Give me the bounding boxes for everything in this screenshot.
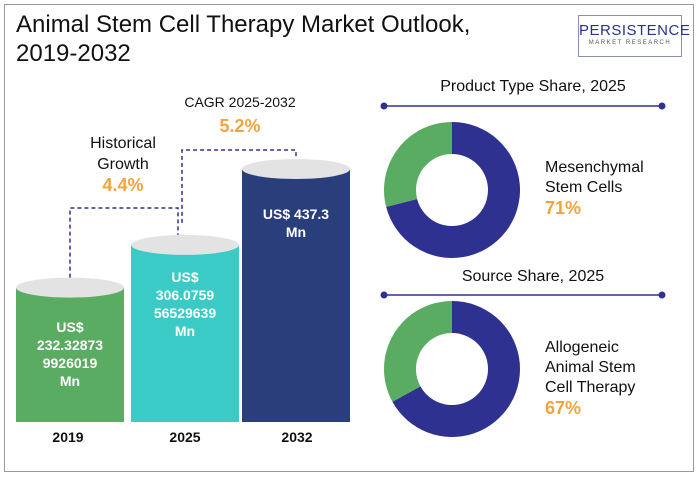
- bar-body: [16, 287, 124, 422]
- bar-value-label-2025: US$ 306.0759 56529639 Mn: [131, 268, 239, 340]
- infographic-frame: [4, 4, 694, 472]
- title-line-1: Animal Stem Cell Therapy Market Outlook,: [16, 11, 471, 38]
- x-tick-2019: 2019: [52, 429, 84, 445]
- donut-slice-secondary: [384, 122, 452, 207]
- source-share-value: 67%: [545, 398, 582, 418]
- bar-2032: [242, 159, 350, 422]
- bar-label-line: 56529639: [153, 305, 217, 321]
- page-title: Animal Stem Cell Therapy Market Outlook,…: [16, 10, 556, 68]
- segment-label-line: Cell Therapy: [545, 379, 636, 396]
- x-tick-2025: 2025: [169, 429, 201, 445]
- donut-product-type: [380, 102, 666, 259]
- cagr-label: CAGR 2025-2032: [184, 94, 296, 110]
- cagr-connector: [181, 149, 297, 223]
- donut-source: [380, 291, 666, 438]
- persistence-logo: PERSISTENCE MARKET RESEARCH: [578, 15, 691, 57]
- donut-slice-primary: [386, 122, 520, 259]
- donut-charts: [380, 102, 666, 438]
- bar-label-line: US$ 437.3: [262, 206, 330, 222]
- logo-main-text: PERSISTENCE: [579, 22, 691, 39]
- bar-body: [131, 244, 239, 422]
- historical-label-line-1: Historical: [90, 135, 156, 152]
- bar-top-cap: [242, 159, 350, 179]
- bar-body: [242, 169, 350, 422]
- product-type-segment-label: Mesenchymal Stem Cells 71%: [545, 158, 644, 218]
- segment-label-line: Animal Stem: [545, 359, 636, 376]
- bar-top-cap: [16, 277, 124, 298]
- divider-dot: [658, 102, 666, 110]
- divider-dot: [658, 291, 666, 299]
- bar-2019: [16, 277, 124, 422]
- source-share-title: Source Share, 2025: [461, 268, 605, 285]
- bar-value-label-2019: US$ 232.32873 9926019 Mn: [16, 318, 124, 390]
- bar-label-line: US$: [56, 319, 84, 335]
- source-segment-label: Allogeneic Animal Stem Cell Therapy 67%: [545, 338, 636, 418]
- donut-slice-primary: [392, 301, 520, 438]
- segment-label-line: Allogeneic: [545, 339, 619, 356]
- bar-chart: [16, 159, 350, 422]
- title-line-2: 2019-2032: [16, 40, 131, 67]
- logo-sub-text: MARKET RESEARCH: [588, 40, 672, 46]
- bar-label-line: US$: [171, 269, 199, 285]
- segment-label-line: Mesenchymal: [545, 159, 644, 176]
- bar-label-line: Mn: [174, 323, 196, 339]
- donut-slice-secondary: [384, 301, 452, 402]
- historical-label-line-2: Growth: [97, 156, 149, 173]
- divider-dot: [380, 102, 388, 110]
- segment-label-line: Stem Cells: [545, 179, 623, 196]
- bar-label-line: 232.32873: [36, 337, 104, 353]
- bar-2025: [131, 234, 239, 422]
- bar-label-line: Mn: [285, 224, 307, 240]
- bar-top-cap: [131, 234, 239, 255]
- cagr-value: 5.2%: [219, 116, 261, 136]
- historical-growth-annotation: Historical Growth 4.4%: [68, 133, 178, 196]
- product-type-share-title: Product Type Share, 2025: [440, 78, 626, 95]
- bar-label-line: Mn: [59, 373, 81, 389]
- product-type-share-value: 71%: [545, 198, 582, 218]
- bar-label-line: 306.0759: [155, 287, 215, 303]
- bar-label-line: 9926019: [42, 355, 98, 371]
- x-tick-2032: 2032: [281, 429, 313, 445]
- growth-connectors: [69, 149, 297, 278]
- bar-value-label-2032: US$ 437.3 Mn: [242, 205, 350, 241]
- divider-dot: [380, 291, 388, 299]
- historical-growth-connector: [69, 207, 179, 278]
- historical-growth-value: 4.4%: [102, 175, 144, 195]
